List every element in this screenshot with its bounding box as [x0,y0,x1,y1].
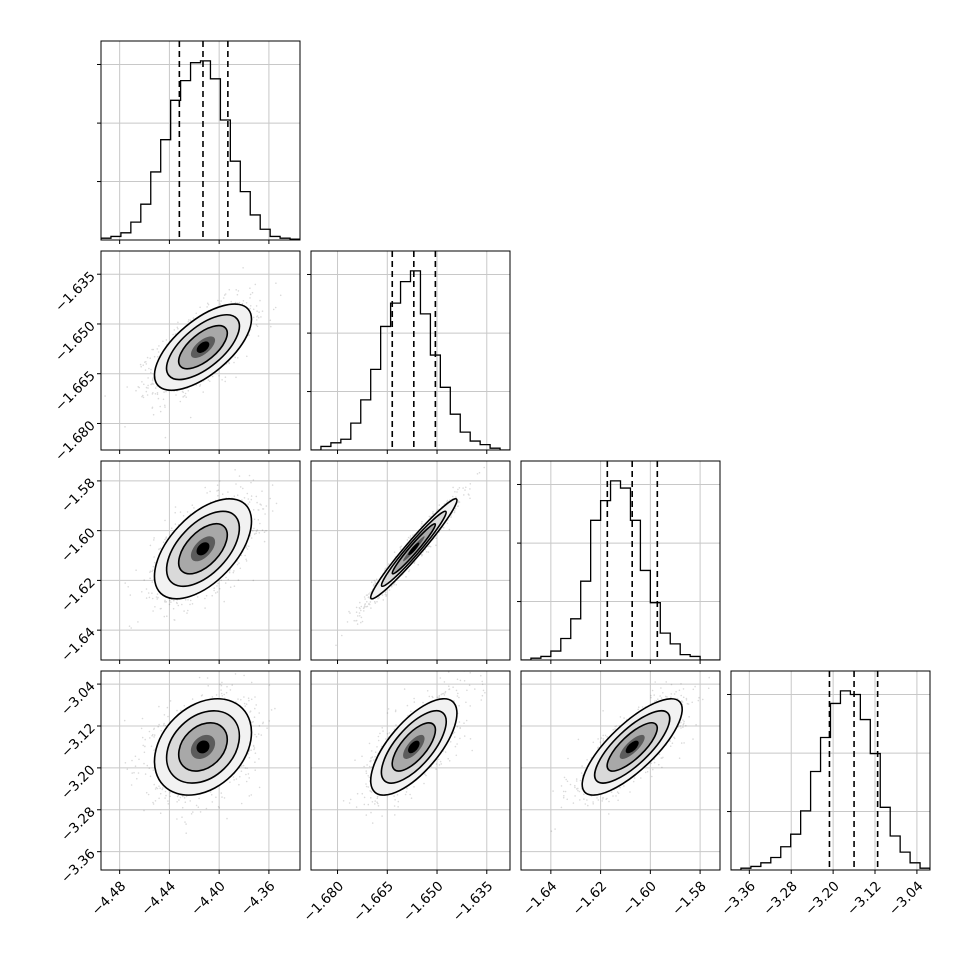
panel-frame [100,460,301,661]
hist-panel-1 [307,250,511,454]
x-tick-label: −3.04 [886,878,927,919]
y-tick-label: −3.36 [58,846,99,887]
histogram-line [311,270,510,450]
y-tick-label: −3.28 [58,804,99,845]
y-tick-label: −1.650 [52,318,99,365]
x-tick-label: −3.36 [718,878,759,919]
histogram-line [101,60,300,240]
scatter-panel-1-0: −1.680−1.665−1.650−1.635 [52,250,301,465]
x-tick-label: −1.680 [300,878,347,925]
x-tick-label: −4.40 [188,878,229,919]
x-tick-label: −3.20 [802,878,843,919]
y-tick-label: −1.58 [58,475,99,516]
x-tick-label: −1.58 [669,878,710,919]
panel-frame [520,460,721,661]
scatter-panel-3-2: −1.64 −1.62 −1.60 −1.58 [520,670,721,919]
scatter-panel-3-0: −3.36−3.28−3.20−3.12−3.04 −4.48 −4.44 −4.40… [58,670,301,919]
hist-panel-3: −3.36 −3.28 −3.20 −3.12 −3.04 [718,670,931,919]
panel-frame [100,670,301,871]
density-peak [408,542,420,556]
x-tick-label: −3.28 [760,878,801,919]
x-tick-label: −4.44 [138,878,179,919]
y-tick-label: −1.665 [52,368,99,415]
y-tick-label: −1.635 [52,269,99,316]
hist-panel-0 [97,40,301,244]
density-peak [408,740,420,754]
density-peak [196,740,210,754]
x-tick-label: −1.635 [450,878,497,925]
histogram-line [521,480,720,660]
y-tick-label: −1.60 [58,525,99,566]
panel-frame [730,670,931,871]
panel-frame [520,670,721,871]
x-tick-label: −4.36 [238,878,279,919]
x-tick-label: −1.62 [570,878,611,919]
density-peak [196,542,210,556]
y-tick-label: −1.64 [58,624,99,665]
x-tick-label: −1.650 [400,878,447,925]
density-peak [196,341,210,353]
density-peak [625,740,639,754]
y-tick-label: −1.680 [52,418,99,465]
hist-panel-2 [517,460,721,664]
x-tick-label: −1.60 [619,878,660,919]
scatter-panel-2-0: −1.64 −1.62 −1.60 −1.58 [58,460,301,665]
panel-frame [310,460,511,661]
panel-frame [310,670,511,871]
panel-frame [310,250,511,451]
panel-frame [100,250,301,451]
x-tick-label: −4.48 [89,878,130,919]
y-tick-label: −3.12 [58,720,99,761]
panel-frame [100,40,301,241]
y-tick-label: −1.62 [58,575,99,616]
y-tick-label: −3.20 [58,762,99,803]
x-tick-label: −1.665 [350,878,397,925]
x-tick-label: −1.64 [520,878,561,919]
scatter-panel-3-1: −1.680 −1.665 −1.650 −1.635 [300,670,511,925]
scatter-panel-2-1 [310,460,511,664]
histogram-line [731,690,930,870]
x-tick-label: −3.12 [844,878,885,919]
y-tick-label: −3.04 [58,678,99,719]
